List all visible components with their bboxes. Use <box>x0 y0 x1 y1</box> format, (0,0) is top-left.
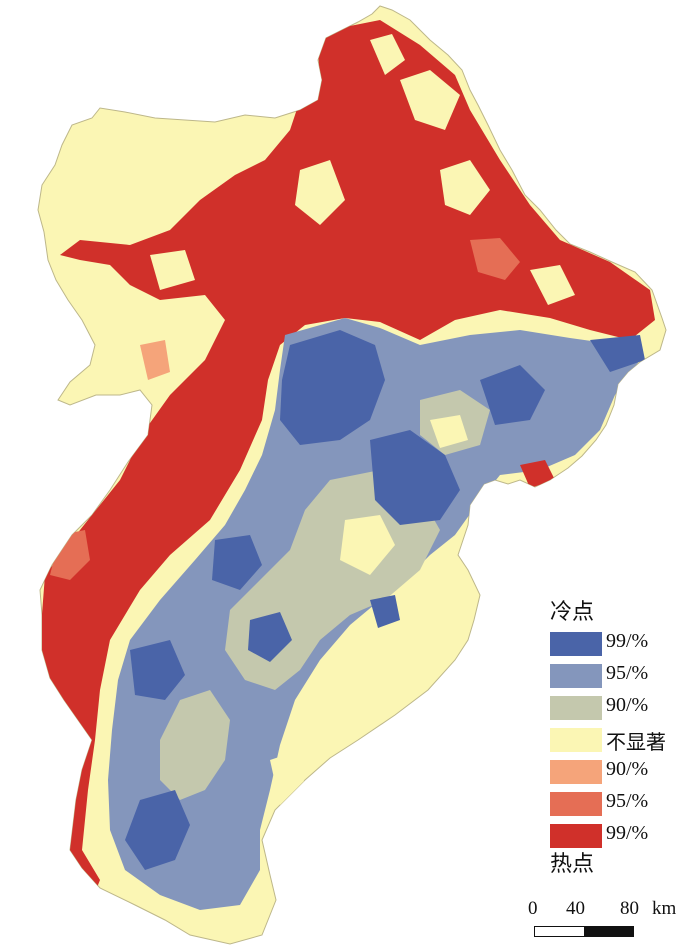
non-significant-patch <box>530 265 575 305</box>
cold-spot-99-core <box>212 535 262 590</box>
cold-spot-99-core <box>370 595 400 628</box>
scale-labels: 0 40 80 km <box>522 898 697 920</box>
cold-spot-99-core <box>280 330 385 445</box>
legend-label: 不显著 <box>606 732 666 754</box>
legend-label: 95/% <box>606 790 649 812</box>
legend-hot-title: 热点 <box>550 852 595 877</box>
scale-segment-white <box>535 927 584 936</box>
legend-label: 90/% <box>606 758 649 780</box>
legend-swatch <box>550 632 602 656</box>
legend-item-cold-99: 99/% <box>550 628 695 660</box>
legend-swatch <box>550 824 602 848</box>
legend-item-hot-95: 95/% <box>550 788 695 820</box>
legend-label: 90/% <box>606 694 649 716</box>
cold-spot-99-core <box>130 640 185 700</box>
non-significant-patch <box>440 160 490 215</box>
cold-spot-99-core <box>370 430 460 525</box>
legend-item-cold-95: 95/% <box>550 660 695 692</box>
scale-unit: km <box>652 898 677 919</box>
non-significant-patch <box>400 70 460 130</box>
legend-item-hot-90: 90/% <box>550 756 695 788</box>
scale-bar: 0 40 80 km <box>522 898 697 948</box>
cold-spot-90-zone <box>160 690 230 800</box>
legend-label: 99/% <box>606 630 649 652</box>
hot-spot-90-patch <box>140 340 170 380</box>
non-significant-patch <box>340 515 395 575</box>
cold-spot-95-zone <box>108 318 640 910</box>
cold-spot-99-core <box>248 612 292 662</box>
cold-spot-99-core <box>590 335 645 372</box>
non-significant-patch <box>370 34 405 75</box>
legend-swatch <box>550 728 602 752</box>
legend-item-hot-99: 99/% <box>550 820 695 852</box>
scale-tick-label: 0 <box>528 898 538 919</box>
legend-swatch <box>550 664 602 688</box>
scale-segment-black <box>584 927 633 936</box>
non-significant-patch <box>295 160 345 225</box>
scale-bar-graphic <box>534 926 634 937</box>
legend-item-not-significant: 不显著 <box>550 724 695 756</box>
scale-tick-label: 80 <box>620 898 639 919</box>
legend-swatch <box>550 760 602 784</box>
non-significant-patch <box>430 415 468 448</box>
non-significant-patch <box>400 585 460 640</box>
legend-swatch <box>550 792 602 816</box>
map-legend: 冷点 99/% 95/% 90/% 不显著 90/% 95/% 99/% 热点 <box>550 598 695 880</box>
hot-spot-99-patch <box>520 460 555 488</box>
legend-swatch <box>550 696 602 720</box>
legend-item-cold-90: 90/% <box>550 692 695 724</box>
cold-spot-99-core <box>125 790 190 870</box>
legend-label: 95/% <box>606 662 649 684</box>
cold-spot-99-core <box>480 365 545 425</box>
non-significant-patch <box>150 250 195 290</box>
legend-label: 99/% <box>606 822 649 844</box>
legend-cold-title: 冷点 <box>550 600 595 625</box>
scale-tick-label: 40 <box>566 898 585 919</box>
hot-spot-95-patch <box>470 238 520 280</box>
